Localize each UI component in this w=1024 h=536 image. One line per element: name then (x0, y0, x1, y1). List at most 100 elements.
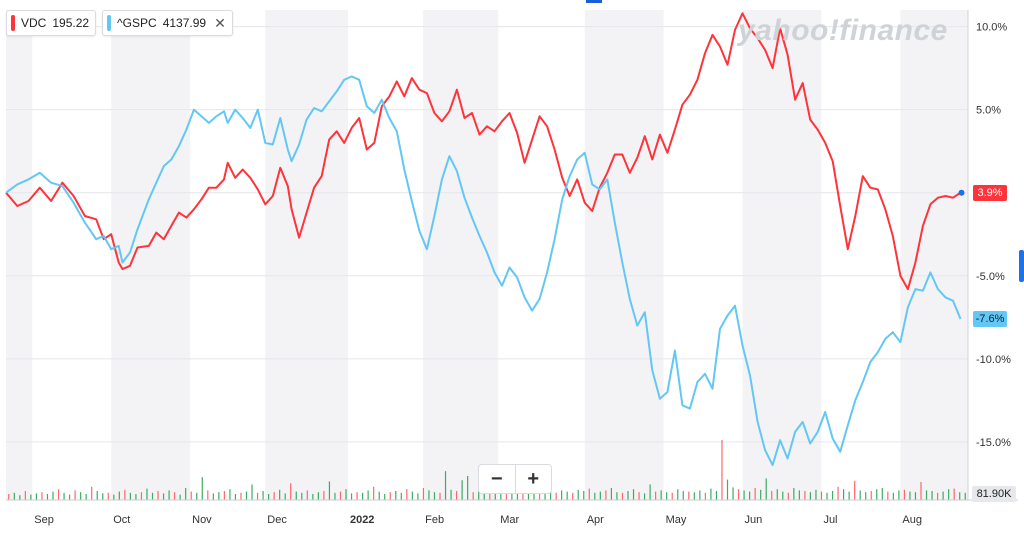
y-axis: 10.0%5.0%0.0%-5.0%-10.0%-15.0% (967, 10, 1011, 500)
volume-bar (500, 491, 502, 500)
volume-bar (616, 492, 618, 500)
volume-bar (350, 493, 353, 500)
volume-bar (234, 494, 237, 500)
zoom-in-button[interactable]: + (527, 467, 540, 490)
volume-bar (643, 493, 646, 500)
volume-bar (887, 491, 889, 500)
volume-bar (627, 491, 629, 500)
volume-bar (129, 492, 131, 500)
volume-bar (881, 488, 883, 500)
volume-bar (312, 494, 314, 500)
volume-bar (52, 491, 54, 500)
x-tick-label: Nov (192, 514, 212, 526)
volume-bar (809, 492, 812, 500)
volume-bar (760, 489, 762, 500)
volume-bar (146, 488, 148, 500)
range-handle-side[interactable] (1019, 250, 1024, 282)
x-tick-label: 2022 (350, 514, 374, 526)
series-line-vdc (5, 12, 962, 291)
volume-bar (710, 488, 712, 500)
volume-bar (223, 491, 225, 500)
volume-bar (35, 493, 38, 500)
volume-bar (422, 488, 425, 500)
volume-bar (68, 494, 71, 500)
legend-value-vdc: 195.22 (52, 16, 90, 30)
volume-bar (74, 490, 76, 500)
volume-bar (599, 491, 601, 500)
volume-bar (46, 494, 49, 500)
volume-bar (682, 491, 684, 500)
volume-bar (444, 471, 447, 500)
volume-bar (494, 491, 496, 500)
volume-bar (218, 492, 220, 500)
volume-bar (538, 494, 541, 500)
volume-bar (489, 492, 491, 500)
volume-bar (80, 492, 82, 500)
zoom-out-button[interactable]: − (479, 465, 516, 493)
y-tick-label: 5.0% (976, 105, 1001, 117)
volume-bar (168, 490, 170, 500)
volume-bar (472, 492, 474, 500)
x-tick-label: Sep (34, 514, 54, 526)
volume-bar (85, 494, 87, 500)
volume-bar (704, 492, 706, 500)
volume-bar (549, 492, 552, 500)
range-handle-top[interactable] (586, 0, 602, 3)
series-line-gspc (5, 75, 962, 467)
volume-bar (417, 493, 419, 500)
volume-bar (743, 490, 745, 500)
volume-bar (13, 492, 15, 500)
volume-bar (843, 489, 845, 500)
volume-bar (749, 491, 751, 500)
month-band (742, 10, 822, 500)
x-tick-label: Feb (425, 514, 444, 526)
volume-bar (334, 492, 336, 500)
volume-bar (328, 481, 331, 500)
month-band (265, 10, 348, 500)
volume-bar (953, 488, 955, 500)
volume-bar (621, 492, 624, 500)
volume-bar (671, 492, 673, 500)
volume-bar (284, 493, 286, 500)
zoom-control: − + (478, 464, 552, 494)
volume-bar (936, 492, 939, 500)
volume-bar (610, 488, 612, 500)
volume-bar (931, 491, 933, 500)
volume-bar (118, 491, 120, 500)
volume-bar (439, 492, 441, 500)
volume-bar (450, 489, 452, 500)
volume-bar (301, 492, 303, 500)
volume-bar (212, 493, 214, 500)
volume-bar (776, 489, 778, 500)
volume-bar (124, 489, 126, 500)
volume-bar (190, 491, 192, 500)
x-tick-label: Mar (500, 514, 519, 526)
volume-bar (229, 489, 231, 500)
volume-bar (251, 484, 253, 500)
volume-bar (317, 492, 319, 500)
legend-value-gspc: 4137.99 (162, 16, 207, 30)
volume-bar (91, 486, 93, 500)
volume-bar (831, 491, 834, 500)
legend-chip-vdc[interactable]: VDC 195.22 (6, 10, 97, 36)
volume-bar (461, 480, 463, 500)
volume-bar (483, 489, 485, 500)
y-tick-label: -15.0% (976, 437, 1011, 449)
last-value-badge-vdc: 3.9% (973, 184, 1007, 201)
volume-bar (964, 492, 966, 500)
volume-bar (848, 491, 850, 500)
close-icon[interactable]: ✕ (214, 14, 226, 31)
volume-bar (406, 489, 408, 500)
series-lines (5, 12, 965, 467)
volume-bar (140, 492, 143, 500)
volume-bar (245, 491, 248, 500)
volume-bar (660, 490, 662, 500)
volume-bar (876, 489, 878, 500)
volume-bar (290, 483, 292, 500)
volume-badge: 81.90K (972, 486, 1016, 502)
last-value-badge-gspc: -7.6% (973, 310, 1007, 327)
legend-chip-gspc[interactable]: ^GSPC 4137.99 ✕ (102, 10, 233, 36)
volume-bar (428, 490, 430, 500)
month-band (423, 10, 499, 500)
